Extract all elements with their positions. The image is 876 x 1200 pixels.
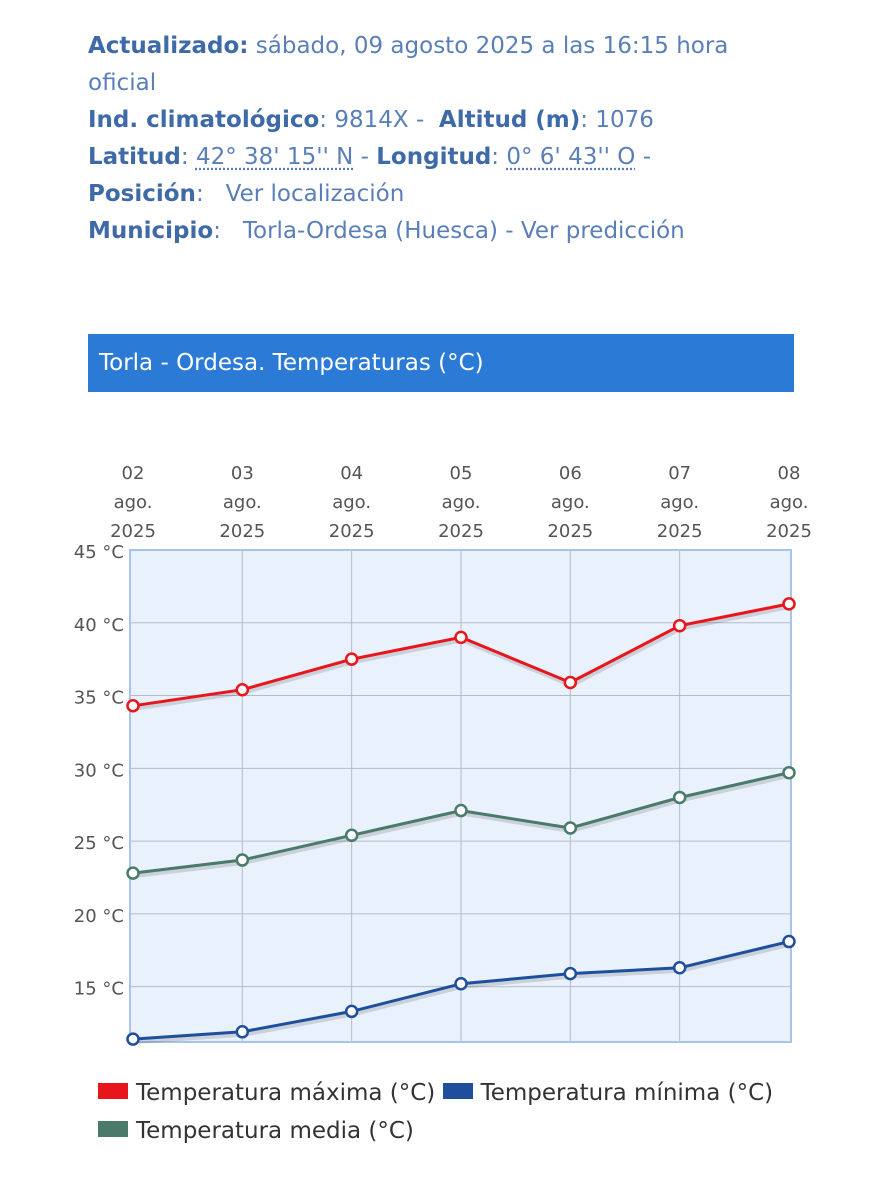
y-tick-label: 30 °C — [74, 760, 124, 781]
x-tick-label: 2025 — [766, 521, 812, 542]
x-tick-label: ago. — [223, 492, 262, 513]
data-point — [235, 1025, 250, 1039]
temperature-chart: 15 °C 20 °C 25 °C 30 °C 35 °C 40 °C 45 °C 02 ago… — [74, 463, 812, 1046]
data-point — [563, 821, 578, 835]
y-tick-label: 35 °C — [74, 688, 124, 709]
station-info: Actualizado: sábado, 09 agosto 2025 a la… — [88, 28, 808, 250]
longitude-value: 0° 6' 43'' O — [506, 144, 636, 170]
legend-label-min: Temperatura mínima (°C) — [480, 1080, 774, 1106]
x-tick-label: 06 — [559, 463, 582, 484]
x-tick-label: 2025 — [219, 521, 265, 542]
updated-value-continued: oficial — [88, 70, 157, 96]
data-point — [782, 934, 796, 949]
data-point — [672, 618, 687, 633]
x-tick-label: ago. — [442, 492, 481, 513]
y-tick-label: 15 °C — [74, 979, 124, 1000]
updated-line-2: oficial — [88, 65, 808, 102]
y-tick-label: 40 °C — [74, 615, 124, 636]
data-point — [126, 866, 140, 880]
position-label: Posición — [88, 181, 196, 207]
municipality-value: Torla-Ordesa (Huesca) — [242, 218, 498, 244]
updated-line: Actualizado: sábado, 09 agosto 2025 a la… — [88, 28, 808, 65]
altitude-label: Altitud (m) — [438, 107, 581, 133]
x-tick-label: 03 — [231, 463, 254, 484]
updated-value: sábado, 09 agosto 2025 a las 16:15 hora — [255, 33, 729, 59]
chart-title: Torla - Ordesa. Temperaturas (°C) — [88, 334, 794, 392]
x-tick-label: ago. — [660, 492, 699, 513]
x-tick-label: ago. — [114, 492, 153, 513]
data-point — [782, 597, 796, 611]
x-tick-label: 08 — [778, 463, 801, 484]
longitude-label: Longitud — [376, 144, 492, 170]
legend-swatch-mean — [98, 1121, 128, 1137]
data-point — [563, 966, 578, 981]
x-tick-label: 02 — [122, 463, 145, 484]
legend-item-max[interactable]: Temperatura máxima (°C) — [98, 1080, 435, 1106]
x-tick-label: 2025 — [110, 521, 156, 542]
altitude-value: 1076 — [595, 107, 654, 133]
plot-border — [129, 549, 792, 1043]
data-point — [454, 977, 468, 991]
climatological-line: Ind. climatológico: 9814X - Altitud (m):… — [88, 107, 654, 133]
legend-swatch-max — [98, 1083, 128, 1099]
data-point — [672, 961, 687, 975]
data-point — [563, 675, 578, 690]
data-point — [454, 630, 468, 645]
x-tick-label: 2025 — [329, 521, 375, 542]
legend-swatch-min — [442, 1083, 473, 1099]
data-point — [344, 1004, 359, 1019]
x-tick-label: ago. — [332, 492, 371, 513]
x-tick-label: ago. — [551, 492, 590, 513]
data-point — [235, 853, 250, 867]
x-tick-label: 05 — [450, 463, 473, 484]
position-link[interactable]: Ver localización — [225, 181, 405, 207]
climatological-label: Ind. climatológico — [88, 107, 320, 133]
updated-label: Actualizado: — [88, 33, 249, 59]
data-point — [782, 765, 796, 780]
x-tick-label: 04 — [340, 463, 363, 484]
prediction-link[interactable]: Ver predicción — [520, 218, 685, 244]
x-tick-label: 2025 — [547, 521, 593, 542]
municipality-line: Municipio: Torla-Ordesa (Huesca) - Ver p… — [88, 218, 685, 244]
data-point — [344, 828, 359, 843]
x-tick-label: 2025 — [438, 521, 484, 542]
data-point — [235, 682, 250, 697]
data-point — [454, 803, 468, 818]
coordinates-line: Latitud: 42° 38' 15'' N - Longitud: 0° 6… — [88, 144, 652, 170]
x-tick-label: 07 — [668, 463, 691, 484]
data-point — [126, 1032, 140, 1046]
chart-legend: Temperatura máxima (°C) Temperatura míni… — [98, 1074, 818, 1150]
y-tick-label: 45 °C — [74, 542, 124, 563]
y-tick-label: 25 °C — [74, 833, 124, 854]
legend-item-min[interactable]: Temperatura mínima (°C) — [442, 1080, 774, 1106]
data-point — [344, 652, 359, 666]
data-point — [126, 699, 140, 713]
legend-label-mean: Temperatura media (°C) — [136, 1118, 414, 1144]
legend-label-max: Temperatura máxima (°C) — [136, 1080, 436, 1106]
position-line: Posición: Ver localización — [88, 181, 405, 207]
y-tick-label: 20 °C — [74, 906, 124, 927]
data-point — [672, 790, 687, 805]
latitude-value: 42° 38' 15'' N — [195, 144, 354, 170]
climatological-value: 9814X — [334, 107, 409, 133]
latitude-label: Latitud — [88, 144, 181, 170]
x-tick-label: 2025 — [657, 521, 703, 542]
x-tick-label: ago. — [770, 492, 809, 513]
municipality-label: Municipio — [88, 218, 214, 244]
legend-item-mean[interactable]: Temperatura media (°C) — [98, 1118, 414, 1144]
